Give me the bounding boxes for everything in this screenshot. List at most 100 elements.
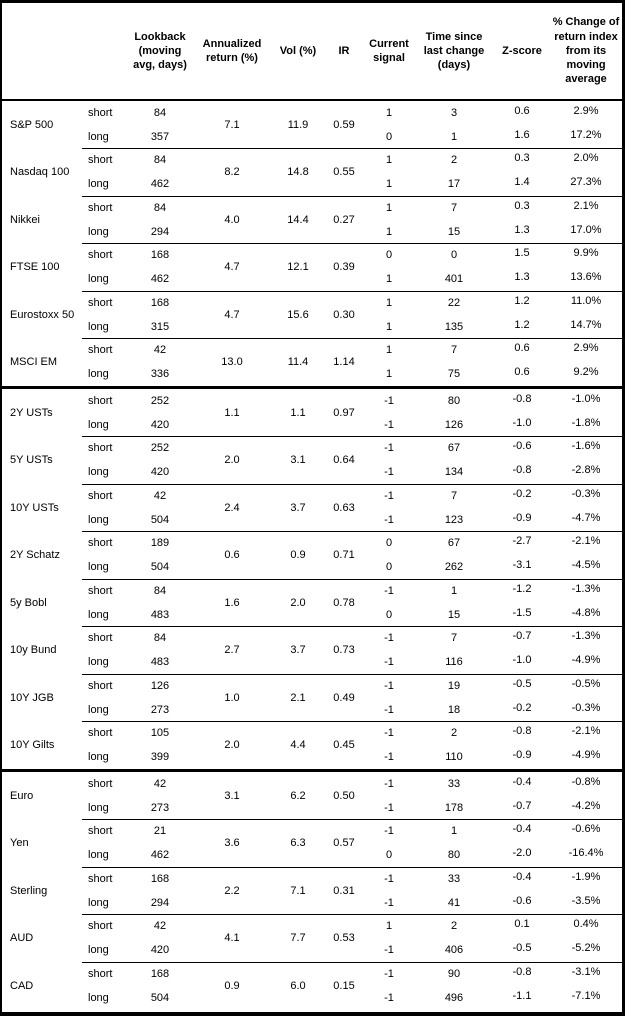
pct-change-long-value: -4.7% — [571, 511, 601, 524]
pct-change-short-value: -2.1% — [571, 535, 601, 548]
time-since-long-value: 15 — [447, 608, 461, 621]
vol-value: 14.8 — [287, 166, 309, 179]
time-since-short-value: 80 — [447, 394, 461, 407]
horizon-label-long: long — [88, 273, 109, 286]
zscore-long-value: 1.2 — [514, 318, 530, 331]
zscore-short-value: 0.1 — [514, 918, 530, 931]
vol-value: 0.9 — [290, 549, 306, 562]
vol-value: 1.1 — [290, 406, 306, 419]
lookback-long-value: 294 — [150, 896, 170, 909]
signal-long-value: -1 — [384, 944, 394, 957]
signal-short-value: -1 — [384, 825, 394, 838]
instrument-name: 10Y JGB — [10, 691, 54, 704]
pct-change-long-value: -4.9% — [571, 749, 601, 762]
time-since-long-value: 75 — [447, 368, 461, 381]
time-since-long-value: 18 — [447, 703, 461, 716]
zscore-long-value: 0.6 — [514, 366, 530, 379]
horizon-label-long: long — [88, 703, 109, 716]
time-since-short-value: 90 — [447, 967, 461, 980]
ir-value: 0.55 — [333, 166, 355, 179]
annualized-return-value: 2.0 — [224, 454, 240, 467]
pct-change-short-value: -1.3% — [571, 582, 601, 595]
pct-change-long-value: -7.1% — [571, 989, 601, 1002]
pct-change-short-value: 0.4% — [573, 918, 599, 931]
instrument-block: Sterling short long 168 294 2.2 7.1 0.31… — [2, 866, 622, 915]
pct-change-long-value: -4.5% — [571, 559, 601, 572]
instrument-block: Nikkei short long 84 294 4.0 14.4 0.27 1… — [2, 195, 622, 244]
zscore-short-value: -0.8 — [512, 392, 532, 405]
lookback-long-value: 294 — [150, 225, 170, 238]
horizon-label-long: long — [88, 656, 109, 669]
lookback-short-value: 168 — [150, 967, 170, 980]
ir-value: 0.57 — [333, 837, 355, 850]
signal-long-value: 0 — [385, 608, 393, 621]
lookback-long-value: 399 — [150, 751, 170, 764]
time-since-long-value: 15 — [447, 225, 461, 238]
signal-short-value: -1 — [384, 489, 394, 502]
lookback-short-value: 105 — [150, 727, 170, 740]
horizon-label-short: short — [88, 394, 113, 407]
vol-value: 2.1 — [290, 691, 306, 704]
pct-change-short-value: -1.9% — [571, 870, 601, 883]
ir-value: 0.49 — [333, 691, 355, 704]
horizon-label-long: long — [88, 320, 109, 333]
signal-long-value: -1 — [384, 896, 394, 909]
time-since-short-value: 3 — [450, 106, 458, 119]
annualized-return-value: 0.6 — [224, 549, 240, 562]
horizon-label-long: long — [88, 561, 109, 574]
lookback-long-value: 336 — [150, 368, 170, 381]
vol-value: 6.2 — [290, 789, 306, 802]
horizon-label-long: long — [88, 751, 109, 764]
zscore-short-value: 0.6 — [514, 104, 530, 117]
lookback-long-value: 273 — [150, 703, 170, 716]
horizon-label-long: long — [88, 849, 109, 862]
zscore-long-value: -1.0 — [512, 654, 532, 667]
instrument-block: 2Y Schatz short long 189 504 0.6 0.9 0.7… — [2, 531, 622, 580]
annualized-return-value: 4.7 — [224, 261, 240, 274]
time-since-long-value: 41 — [447, 896, 461, 909]
zscore-short-value: 0.6 — [514, 342, 530, 355]
signal-short-value: 1 — [385, 106, 393, 119]
ir-value: 0.59 — [333, 118, 355, 131]
time-since-long-value: 126 — [444, 418, 464, 431]
signal-short-value: -1 — [384, 727, 394, 740]
pct-change-long-value: 17.2% — [570, 128, 602, 141]
zscore-short-value: 0.3 — [514, 152, 530, 165]
pct-change-short-value: -1.6% — [571, 440, 601, 453]
time-since-long-value: 135 — [444, 320, 464, 333]
annualized-return-value: 3.1 — [224, 789, 240, 802]
horizon-label-short: short — [88, 777, 113, 790]
ir-value: 0.31 — [333, 884, 355, 897]
horizon-label-short: short — [88, 967, 113, 980]
ir-value: 0.78 — [333, 596, 355, 609]
signal-short-value: -1 — [384, 584, 394, 597]
instrument-block: 10Y Gilts short long 105 399 2.0 4.4 0.4… — [2, 721, 622, 770]
time-since-long-value: 80 — [447, 849, 461, 862]
lookback-long-value: 504 — [150, 991, 170, 1004]
signal-short-value: -1 — [384, 679, 394, 692]
horizon-label-short: short — [88, 872, 113, 885]
time-since-long-value: 262 — [444, 561, 464, 574]
horizon-label-short: short — [88, 201, 113, 214]
horizon-label-short: short — [88, 249, 113, 262]
table-header: Lookback (moving avg, days) Annualized r… — [2, 3, 622, 101]
horizon-label-long: long — [88, 513, 109, 526]
zscore-short-value: -1.2 — [512, 582, 532, 595]
pct-change-long-value: -16.4% — [568, 847, 604, 860]
lookback-short-value: 252 — [150, 394, 170, 407]
zscore-long-value: -0.2 — [512, 701, 532, 714]
table-body: S&P 500 short long 84 357 7.1 11.9 0.59 … — [2, 101, 622, 1012]
ir-value: 0.27 — [333, 213, 355, 226]
zscore-short-value: -0.6 — [512, 440, 532, 453]
lookback-short-value: 42 — [153, 920, 167, 933]
horizon-label-short: short — [88, 344, 113, 357]
signal-short-value: -1 — [384, 394, 394, 407]
vol-value: 3.7 — [290, 501, 306, 514]
signal-short-value: -1 — [384, 777, 394, 790]
instrument-name: S&P 500 — [10, 118, 54, 131]
zscore-long-value: -1.1 — [512, 989, 532, 1002]
lookback-short-value: 42 — [153, 344, 167, 357]
signal-long-value: 0 — [385, 561, 393, 574]
pct-change-long-value: 17.0% — [570, 223, 602, 236]
instrument-block: 5y Bobl short long 84 483 1.6 2.0 0.78 -… — [2, 578, 622, 627]
